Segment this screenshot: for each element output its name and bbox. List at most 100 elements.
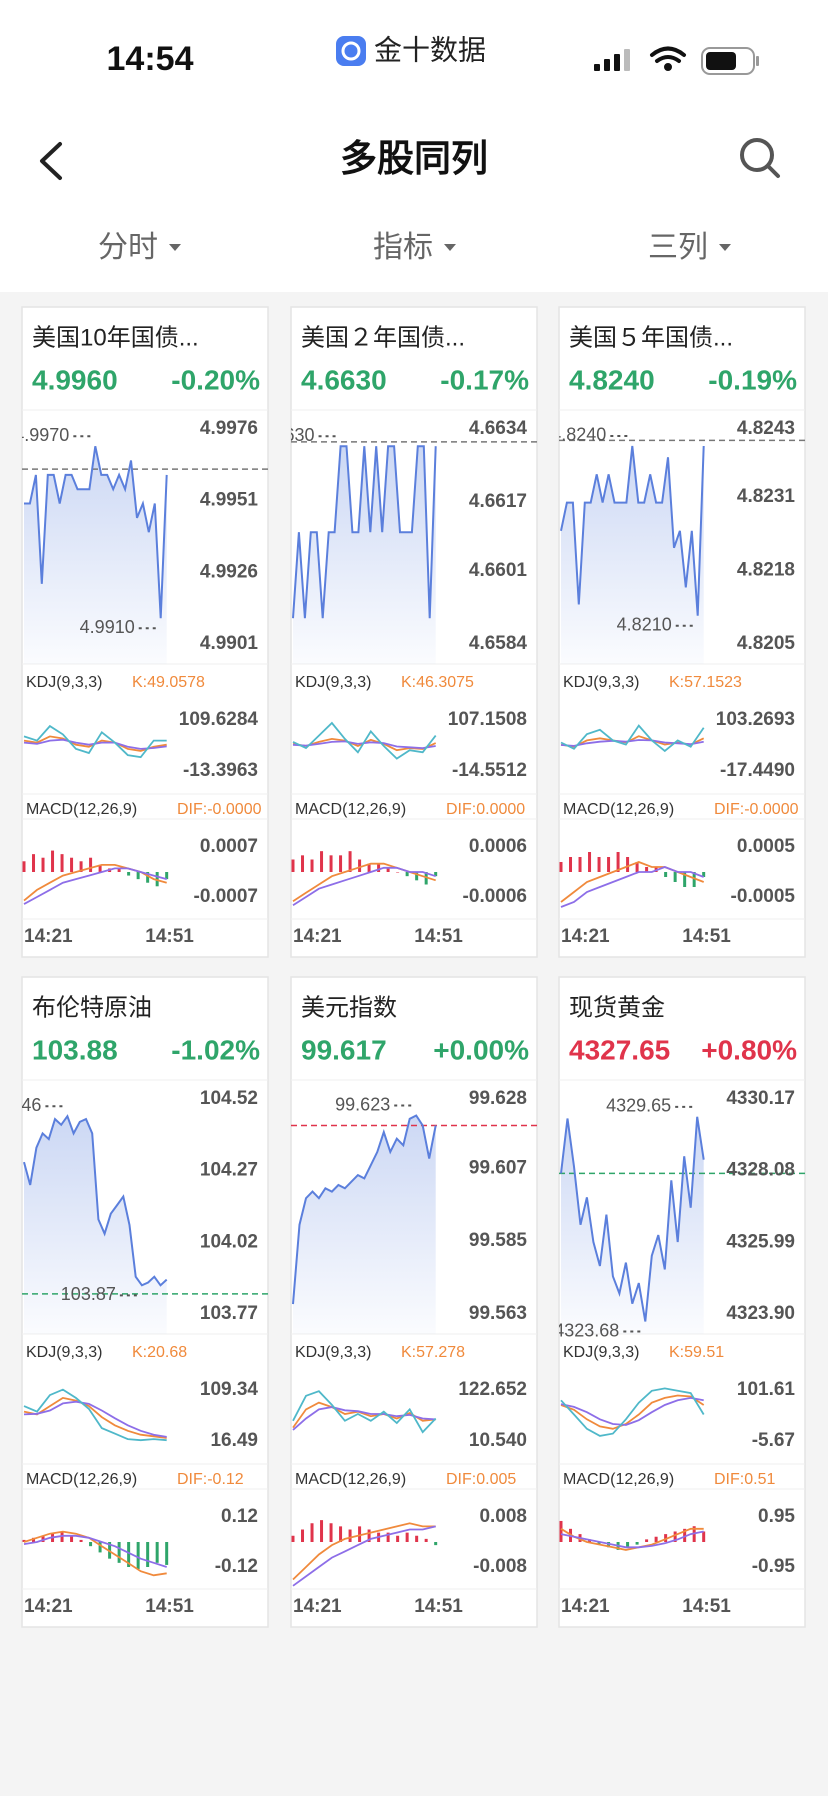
macd-bar [291,859,295,872]
kdj-label: KDJ(9,3,3) [295,1344,371,1361]
macd-label: MACD(12,26,9) [295,1471,406,1488]
macd-label: MACD(12,26,9) [26,801,137,818]
macd-bar [117,1542,121,1563]
price-tick-label: 4.8205 [737,633,796,654]
macd-bar [98,1542,102,1553]
kdj-line [560,1394,705,1430]
tab-arrow [719,244,731,251]
macd-dif-value: DIF:-0.0000 [714,801,799,818]
tab[interactable]: 三列 [648,231,708,264]
macd-tick-label: 0.12 [221,1506,258,1527]
macd-bar [377,863,381,872]
macd-tick-label: 0.0005 [737,836,796,857]
macd-bar [415,872,419,881]
price-tick-label: 4325.99 [726,1231,795,1252]
quote-name: 现货黄金 [569,994,665,1021]
macd-bar [367,1529,371,1542]
macd-tick-label: -0.95 [752,1556,796,1577]
kdj-tick-label: -14.5512 [452,760,527,781]
macd-bar [588,852,592,872]
macd-bar [146,1542,150,1567]
extreme-label: 103.87 [61,1284,116,1304]
macd-tick-label: 0.0006 [469,836,527,857]
quote-price: 103.88 [32,1034,118,1065]
quote-change: +0.00% [433,1034,529,1065]
card-content: 现货黄金 4327.65 +0.80% 4330.17 4328.08 4325.99 43… [559,994,805,1617]
kdj-k-value: K:46.3075 [401,674,474,691]
battery-icon [701,47,755,75]
kdj-label: KDJ(9,3,3) [563,1344,639,1361]
macd-bar [70,1535,74,1542]
extreme-label: 4.9910 [80,617,135,637]
macd-dif-value: DIF:-0.0000 [177,801,262,818]
macd-bar [635,1542,639,1545]
search-button[interactable] [740,138,780,178]
macd-bar [146,872,150,883]
price-tick-label: 99.607 [469,1157,527,1178]
signal-icon [594,49,630,71]
kdj-tick-label: 109.6284 [179,709,259,730]
macd-line [560,1527,704,1551]
kdj-tick-label: -13.3963 [183,760,258,781]
macd-bar [301,855,305,872]
macd-tick-label: -0.0005 [731,886,796,907]
macd-bar [32,854,36,872]
macd-bar [32,1537,36,1542]
kdj-tick-label: 107.1508 [448,709,527,730]
price-line [560,445,705,616]
macd-tick-label: -0.0006 [463,886,527,907]
macd-bar [22,861,26,872]
macd-bar [339,855,343,872]
kdj-line [560,1396,704,1426]
price-tick-label: 99.585 [469,1230,528,1251]
price-tick-label: 4.9926 [200,561,258,582]
time-label: 14:51 [414,926,463,947]
quote-name: 美国５年国债... [569,324,733,351]
macd-bar [41,1535,45,1542]
tab[interactable]: 指标 [373,231,433,264]
extreme-label: 4.8240 [551,425,606,445]
macd-bar [136,1542,140,1570]
macd-tick-label: 0.008 [479,1506,527,1527]
app-icon [336,36,366,66]
macd-bar [348,851,352,872]
price-tick-label: 4.6617 [469,491,527,512]
back-button[interactable] [40,142,62,180]
macd-line [292,1525,436,1587]
macd-bar [597,1542,601,1545]
macd-tick-label: -0.12 [215,1556,258,1577]
macd-bar [89,1542,93,1547]
macd-bar [127,1542,131,1567]
price-tick-label: 103.77 [200,1303,258,1324]
macd-bar [60,854,64,872]
price-line [292,1114,437,1305]
card-content: 美国５年国债... 4.8240 -0.19% 4.8243 4.8231 4.8218 4… [551,324,805,947]
page-title: 多股同列 [340,138,488,179]
macd-label: MACD(12,26,9) [295,801,406,818]
macd-bar [664,1534,668,1542]
kdj-label: KDJ(9,3,3) [26,674,102,691]
kdj-tick-label: -17.4490 [720,760,795,781]
macd-bar [79,861,83,872]
battery-level [706,52,736,70]
battery-tip [756,56,759,66]
macd-tick-label: 0.0007 [200,836,258,857]
macd-bar [607,857,611,872]
extreme-label: 4.8210 [617,614,672,634]
kdj-k-value: K:49.0578 [132,674,205,691]
price-tick-label: 4.6634 [469,418,528,439]
tab[interactable]: 分时 [98,231,158,264]
quote-name: 美元指数 [301,994,397,1021]
macd-bar [405,872,409,877]
card-content: 布伦特原油 103.88 -1.02% 104.52 104.27 104.02 103.7… [22,994,268,1617]
macd-bar [79,1539,83,1542]
macd-bar [396,872,400,873]
price-area [561,1116,704,1334]
kdj-line [292,1406,436,1431]
kdj-label: KDJ(9,3,3) [563,674,639,691]
macd-bar [626,1542,630,1548]
macd-dif-value: DIF:-0.12 [177,1471,244,1488]
kdj-tick-label: 10.540 [469,1430,527,1451]
macd-bar [51,850,55,872]
